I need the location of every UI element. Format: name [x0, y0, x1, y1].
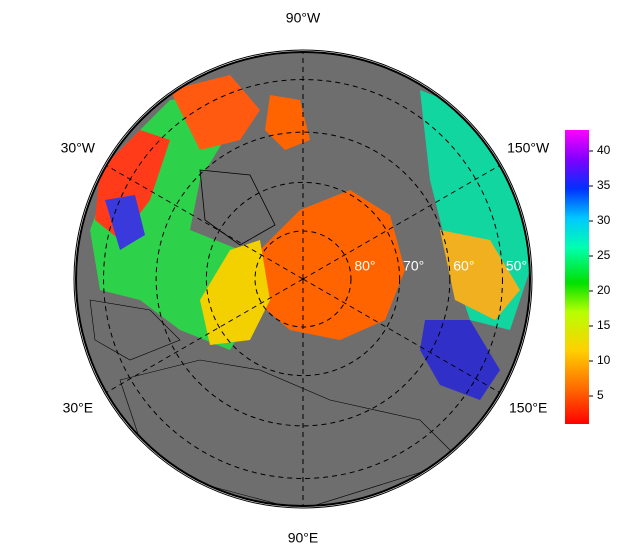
parallel	[205, 181, 401, 377]
ocean-field	[440, 230, 520, 320]
colorbar	[565, 130, 589, 424]
meridian	[106, 165, 304, 280]
ocean-field	[420, 320, 500, 400]
parallel-label: 80°	[354, 258, 375, 274]
meridian-label: 30°E	[63, 400, 94, 416]
colorbar-tick-label: 15	[597, 318, 611, 332]
meridian-label: 150°E	[509, 400, 547, 416]
sea-ice-core	[255, 190, 405, 340]
parallel-label: 50°	[506, 258, 527, 274]
map-boundary	[75, 51, 531, 507]
meridian-label: 30°W	[61, 140, 96, 156]
colorbar-tick-label: 30	[597, 213, 611, 227]
colorbar-tick-label: 25	[597, 248, 611, 262]
ocean-field	[105, 195, 145, 250]
meridian-label: 90°E	[288, 530, 319, 546]
ocean-field	[200, 240, 270, 345]
colorbar-tick-label: 5	[597, 388, 604, 402]
colorbar-tick-label: 40	[597, 143, 611, 157]
ocean-field	[170, 75, 260, 150]
meridian	[106, 278, 304, 393]
meridian-label: 150°W	[507, 140, 550, 156]
meridian	[302, 165, 500, 280]
meridian-label: 90°W	[286, 10, 321, 26]
colorbar-tick-label: 10	[597, 353, 611, 367]
parallel-label: 60°	[453, 258, 474, 274]
map-disc	[76, 52, 530, 506]
greenland	[199, 169, 276, 246]
colorbar-tick-label: 20	[597, 283, 611, 297]
sea-ice-edge	[265, 95, 310, 150]
map-boundary-outer	[73, 49, 533, 509]
parallel-label: 70°	[403, 258, 424, 274]
parallel	[155, 131, 451, 427]
meridian	[302, 278, 500, 393]
coastline	[89, 299, 181, 361]
graticule	[103, 52, 503, 506]
colorbar-tick-label: 35	[597, 178, 611, 192]
